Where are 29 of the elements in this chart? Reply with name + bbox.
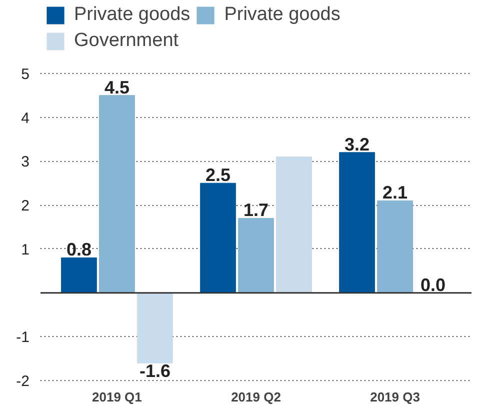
x-tick-label: 2019 Q1 bbox=[92, 390, 142, 404]
y-tick-label: -2 bbox=[16, 373, 30, 390]
data-label: 0.0 bbox=[420, 274, 446, 295]
legend-label: Private goods bbox=[74, 4, 190, 26]
y-tick-label: 3 bbox=[21, 154, 30, 171]
y-tick-label: 2 bbox=[21, 198, 30, 215]
x-tick-label: 2019 Q3 bbox=[370, 390, 420, 404]
data-label: 2.1 bbox=[382, 182, 408, 203]
y-tick-label: 1 bbox=[21, 241, 30, 258]
data-label: 2.5 bbox=[205, 165, 231, 186]
data-label: 0.8 bbox=[66, 240, 92, 260]
legend-label: Private goods bbox=[224, 4, 340, 26]
y-tick-label: 4 bbox=[21, 110, 30, 127]
bar bbox=[377, 200, 413, 294]
bar bbox=[200, 182, 236, 294]
data-label: -1.6 bbox=[139, 361, 170, 382]
x-tick-label: 2019 Q2 bbox=[231, 390, 281, 404]
bar bbox=[276, 156, 312, 294]
bar bbox=[339, 152, 375, 294]
data-label: 3.2 bbox=[344, 134, 370, 154]
y-tick-label: -1 bbox=[16, 329, 30, 346]
bar bbox=[238, 218, 274, 294]
data-label: 4.5 bbox=[104, 77, 130, 98]
bar bbox=[137, 292, 173, 364]
data-label: 1.7 bbox=[243, 200, 269, 220]
bar bbox=[61, 257, 97, 294]
legend-label: Government bbox=[74, 30, 179, 52]
y-tick-label: 5 bbox=[21, 66, 30, 83]
bar bbox=[99, 95, 135, 294]
